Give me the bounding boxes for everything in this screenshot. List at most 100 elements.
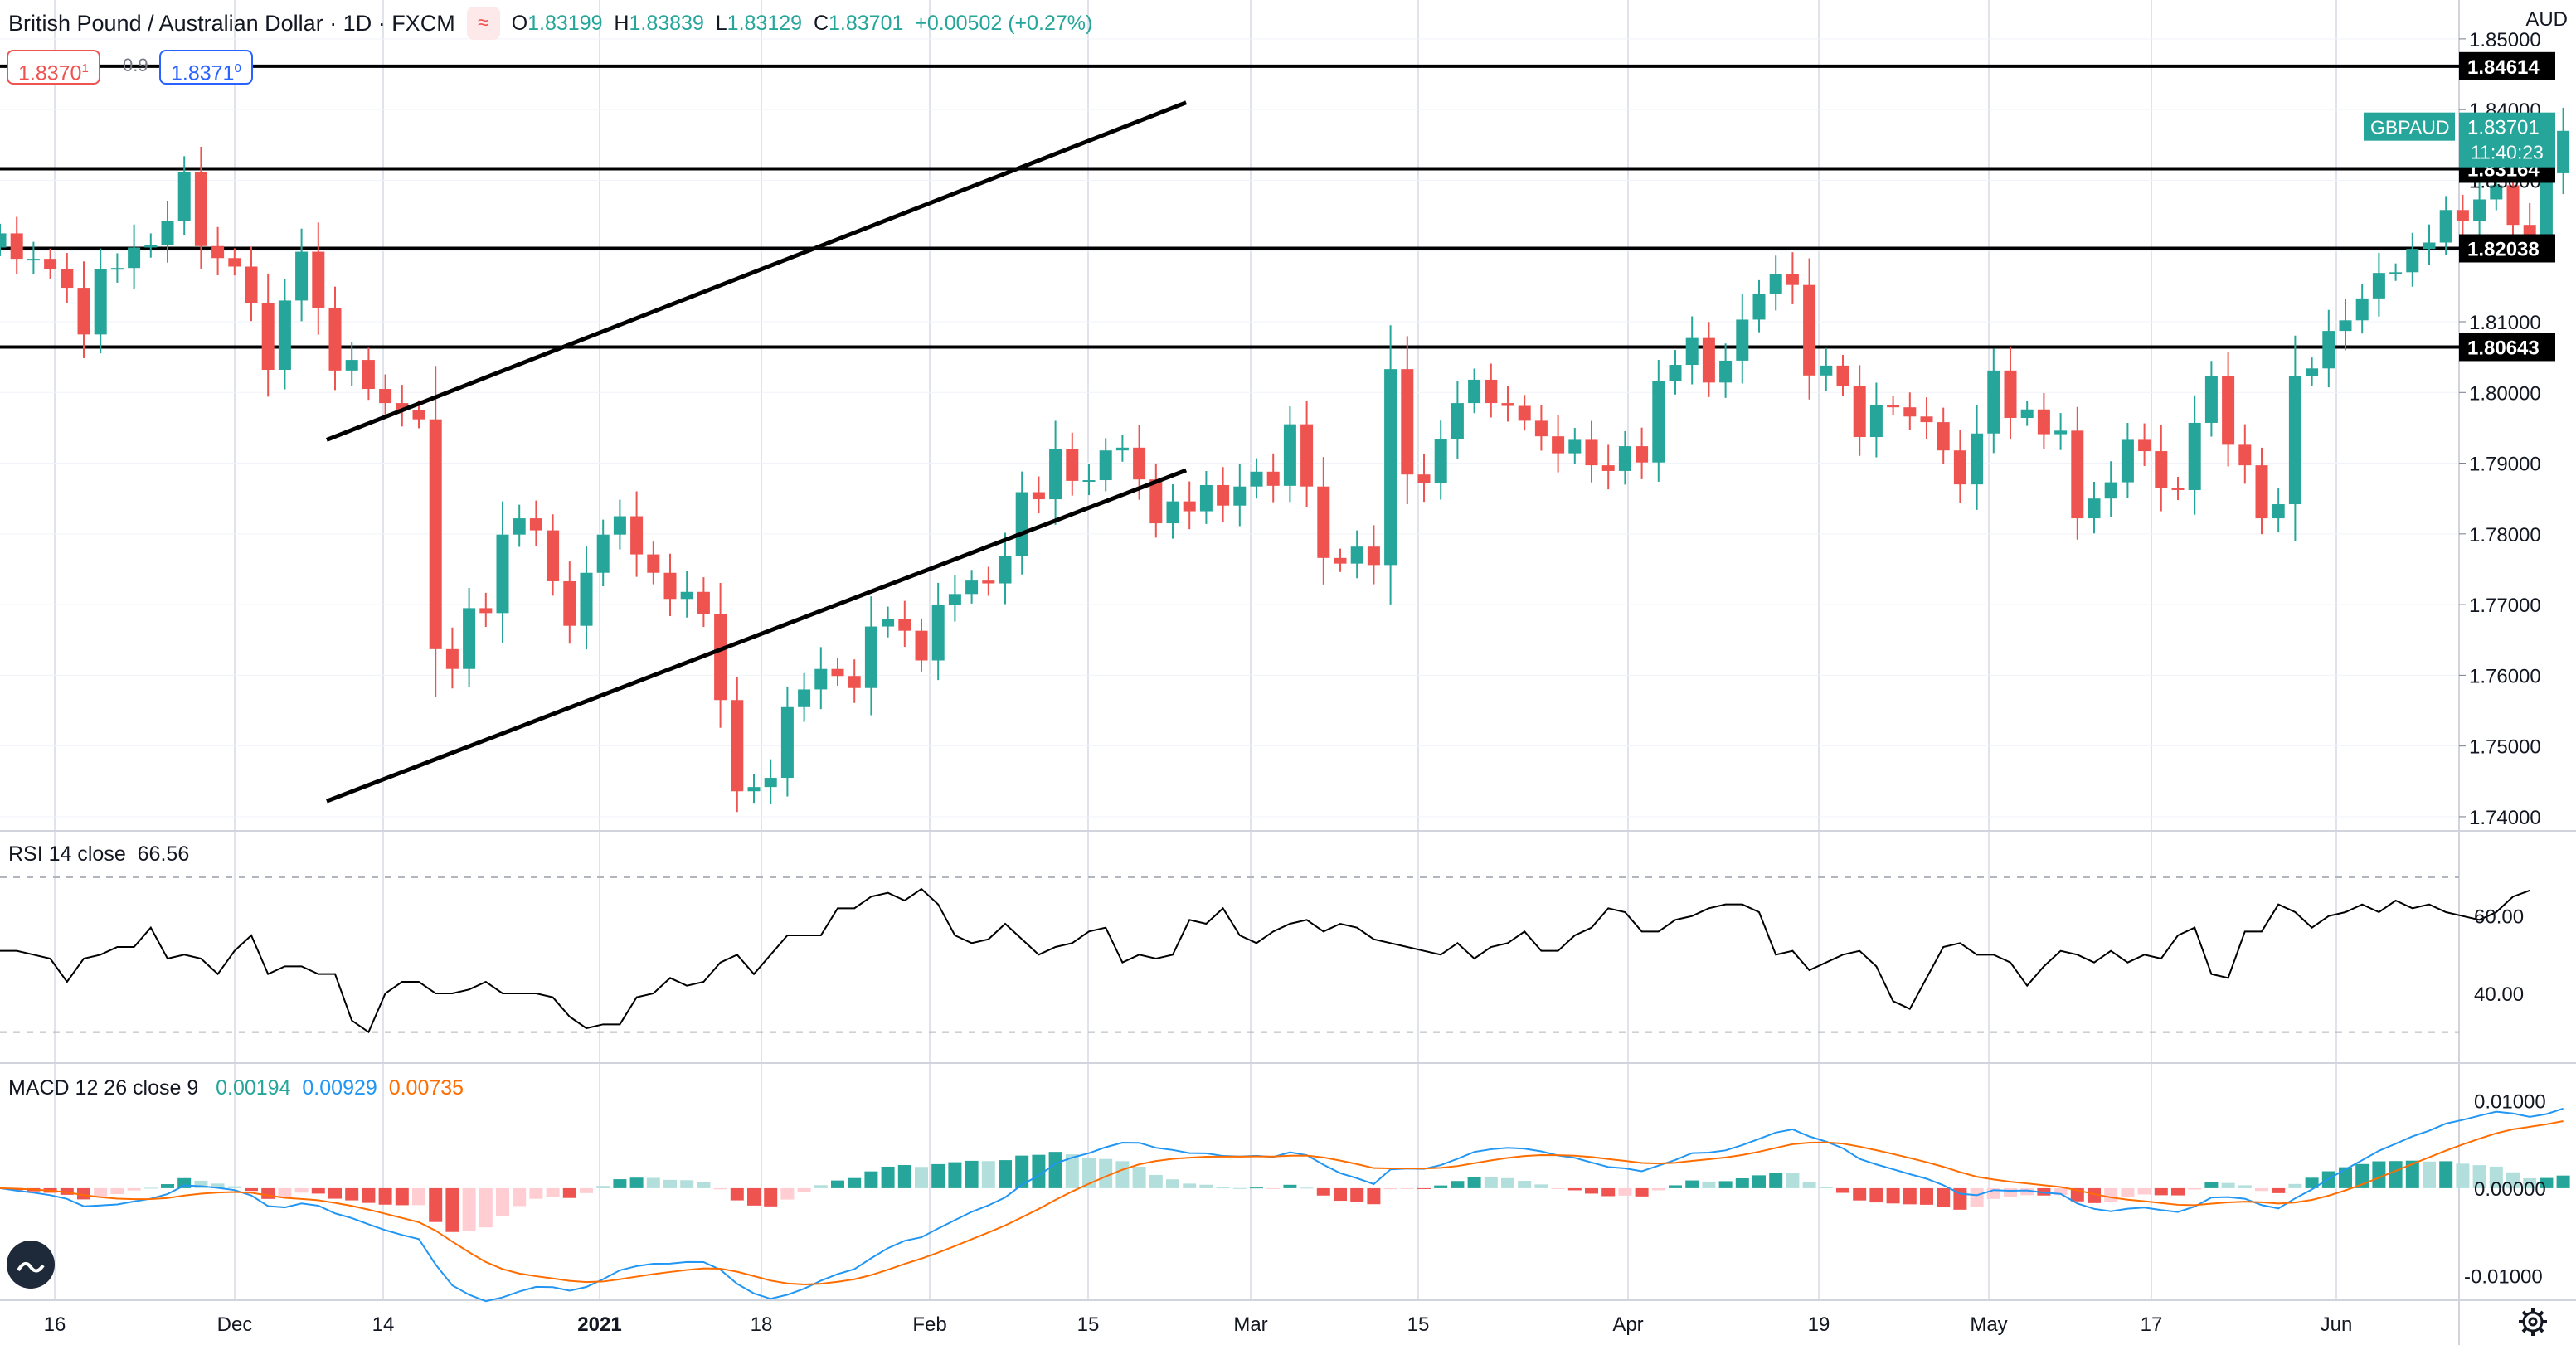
macd-histogram-bar bbox=[613, 1179, 627, 1188]
candle-body bbox=[27, 259, 40, 261]
time-tick-label: May bbox=[1970, 1313, 2007, 1336]
candle-body bbox=[982, 580, 995, 584]
trend-channel[interactable] bbox=[325, 100, 1188, 804]
candle-body bbox=[798, 689, 811, 707]
macd-histogram-bar bbox=[1853, 1187, 1867, 1201]
macd-histogram-bar bbox=[747, 1187, 761, 1206]
macd-legend[interactable]: MACD 12 26 close 9 0.00194 0.00929 0.007… bbox=[8, 1076, 464, 1100]
candle-body bbox=[731, 700, 744, 792]
macd-histogram-bar bbox=[663, 1179, 677, 1188]
candle-body bbox=[898, 619, 911, 631]
macd-histogram-bar bbox=[1635, 1187, 1649, 1197]
macd-histogram-bar bbox=[1048, 1152, 1062, 1188]
candle-body bbox=[2506, 185, 2520, 226]
candle-body bbox=[2355, 298, 2369, 321]
gear-icon[interactable] bbox=[2516, 1305, 2549, 1338]
candle-body bbox=[1199, 484, 1213, 512]
time-axis[interactable]: 16 Dec 14 2021 18 Feb 15 Mar 15 Apr 19 May 17 Jun bbox=[44, 1313, 2353, 1336]
ohlc-values: O1.83199 H1.83839 L1.83129 C1.83701 +0.0… bbox=[511, 11, 1093, 35]
macd-histogram-bar bbox=[2472, 1165, 2486, 1188]
macd-histogram-bar bbox=[2556, 1175, 2570, 1188]
channel-line[interactable] bbox=[325, 100, 1188, 442]
macd-histogram-bar bbox=[2188, 1187, 2202, 1190]
candle-body bbox=[2020, 409, 2034, 418]
candle-body bbox=[931, 605, 945, 661]
horizontal-grid-lines bbox=[0, 38, 2459, 818]
candle-body bbox=[1099, 450, 1112, 481]
time-tick-label: Mar bbox=[1233, 1313, 1267, 1336]
horizontal-level-lines[interactable] bbox=[0, 64, 2459, 349]
macd-histogram-bar bbox=[412, 1187, 425, 1206]
rsi-legend[interactable]: RSI 14 close 66.56 bbox=[8, 842, 190, 866]
macd-histogram-bar bbox=[127, 1187, 141, 1191]
candle-body bbox=[2490, 185, 2503, 200]
candle-body bbox=[445, 648, 459, 669]
candle-body bbox=[1183, 501, 1196, 512]
level-price-label: 1.82038 bbox=[2467, 238, 2540, 260]
candlestick-series bbox=[0, 107, 2570, 813]
macd-histogram-bar bbox=[596, 1186, 610, 1188]
price-tick-label: 1.80000 bbox=[2469, 382, 2541, 405]
candle-body bbox=[1367, 546, 1380, 566]
candle-body bbox=[1015, 492, 1028, 556]
candle-body bbox=[1937, 422, 1950, 451]
candle-body bbox=[2406, 249, 2419, 273]
candle-body bbox=[1920, 416, 1933, 423]
candle-body bbox=[1971, 433, 1984, 485]
candle-body bbox=[680, 591, 693, 600]
macd-histogram-bar bbox=[1334, 1187, 1347, 1202]
candle-body bbox=[965, 580, 979, 595]
candle-body bbox=[647, 554, 660, 573]
macd-histogram-bar bbox=[1819, 1187, 1833, 1188]
macd-histogram-bar bbox=[1886, 1187, 1900, 1204]
macd-histogram-bar bbox=[1300, 1187, 1314, 1189]
macd-histogram-bar bbox=[294, 1187, 309, 1193]
sell-button[interactable]: 1.83701 bbox=[7, 50, 100, 85]
macd-histogram-bar bbox=[1903, 1187, 1917, 1205]
macd-histogram-bar bbox=[629, 1177, 644, 1188]
candle-body bbox=[1250, 471, 1263, 487]
candle-body bbox=[2054, 430, 2068, 435]
candle-body bbox=[2439, 210, 2452, 243]
macd-histogram-bar bbox=[1266, 1187, 1281, 1189]
price-tick-label: 1.74000 bbox=[2469, 807, 2541, 829]
macd-histogram-bar bbox=[2238, 1185, 2252, 1188]
currency-label[interactable]: AUD bbox=[2525, 8, 2568, 31]
candle-body bbox=[814, 668, 828, 690]
buy-button[interactable]: 1.83710 bbox=[159, 50, 253, 85]
time-tick-label: Jun bbox=[2321, 1313, 2353, 1336]
macd-histogram-bar bbox=[462, 1187, 476, 1231]
tradingview-wave-icon[interactable]: ≈ bbox=[466, 7, 500, 40]
macd-histogram-bar bbox=[897, 1165, 911, 1188]
candle-body bbox=[1266, 471, 1280, 486]
rsi-tick-label: 40.00 bbox=[2474, 983, 2524, 1006]
channel-line[interactable] bbox=[326, 468, 1188, 804]
level-price-label: 1.80643 bbox=[2467, 337, 2540, 359]
tradingview-logo-button[interactable] bbox=[7, 1241, 55, 1289]
candle-body bbox=[2288, 376, 2301, 505]
price-axis[interactable]: 1.850001.840001.830001.820001.810001.800… bbox=[2364, 29, 2555, 1289]
price-change: +0.00502 (+0.27%) bbox=[915, 11, 1093, 35]
macd-histogram-bar bbox=[1769, 1173, 1783, 1188]
macd-histogram-bar bbox=[1585, 1187, 1598, 1194]
symbol-title[interactable]: British Pound / Australian Dollar · 1D ·… bbox=[8, 10, 455, 36]
macd-histogram-bar bbox=[2054, 1187, 2068, 1196]
macd-histogram-bar bbox=[2221, 1182, 2235, 1188]
candle-body bbox=[2272, 504, 2285, 519]
macd-histogram-bar bbox=[1350, 1187, 1364, 1202]
macd-histogram-bar bbox=[981, 1161, 995, 1188]
candle-body bbox=[1417, 474, 1431, 483]
price-tick-label: 1.81000 bbox=[2469, 312, 2541, 334]
candle-body bbox=[412, 410, 425, 420]
macd-histogram-bar bbox=[143, 1187, 158, 1189]
symbol-tag-label: GBPAUD bbox=[2370, 117, 2449, 138]
macd-histogram-bar bbox=[2004, 1187, 2017, 1197]
candle-body bbox=[2306, 368, 2319, 376]
candle-body bbox=[948, 594, 961, 605]
macd-histogram-bar bbox=[1082, 1158, 1096, 1188]
macd-histogram-bar bbox=[848, 1177, 862, 1188]
macd-histogram-bar bbox=[395, 1187, 409, 1206]
macd-histogram-bar bbox=[1735, 1177, 1749, 1188]
macd-histogram-bar bbox=[999, 1160, 1012, 1188]
